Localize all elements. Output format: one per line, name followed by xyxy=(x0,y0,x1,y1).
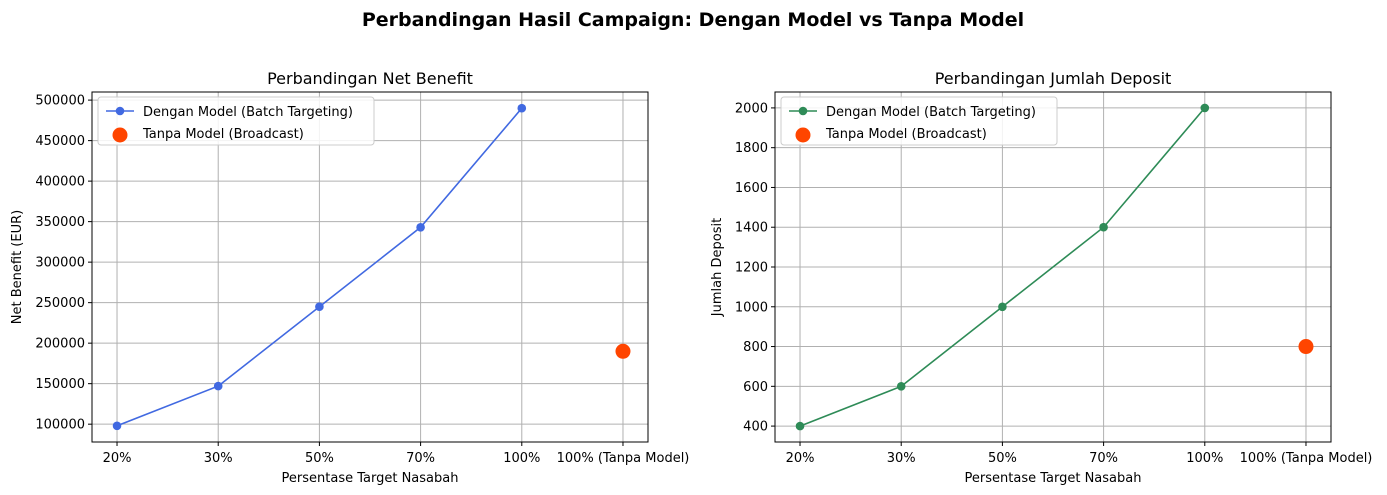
legend-entry: Tanpa Model (Broadcast) xyxy=(825,127,987,142)
x-tick-label: 50% xyxy=(988,451,1017,466)
y-tick-label: 2000 xyxy=(735,101,768,116)
x-tick-label: 20% xyxy=(103,451,132,466)
legend-marker xyxy=(798,106,808,116)
y-axis-label: Net Benefit (EUR) xyxy=(10,210,25,324)
data-point xyxy=(213,381,223,391)
scatter-point xyxy=(1298,339,1314,355)
data-point xyxy=(1099,222,1108,232)
x-tick-label: 30% xyxy=(887,451,916,466)
y-tick-label: 150000 xyxy=(35,377,85,392)
y-tick-label: 800 xyxy=(743,340,768,355)
legend: Dengan Model (Batch Targeting) Tanpa Mode… xyxy=(780,96,1058,146)
y-tick-label: 600 xyxy=(743,380,768,395)
x-tick-label: 100% (Tanpa Model) xyxy=(1240,451,1373,466)
y-tick-label: 100000 xyxy=(35,418,85,433)
data-point xyxy=(112,421,122,431)
x-tick-label: 50% xyxy=(305,451,334,466)
x-tick-label: 70% xyxy=(1089,451,1118,466)
data-point xyxy=(315,302,324,311)
legend-box xyxy=(97,96,375,146)
y-tick-label: 1800 xyxy=(735,141,768,156)
data-point xyxy=(795,421,805,431)
legend-marker xyxy=(795,127,811,143)
y-tick-label: 250000 xyxy=(35,296,85,311)
legend: Dengan Model (Batch Targeting) Tanpa Mode… xyxy=(97,96,375,146)
y-tick-label: 1200 xyxy=(735,261,768,276)
x-tick-label: 100% (Tanpa Model) xyxy=(557,451,690,466)
legend-marker xyxy=(115,106,125,116)
y-tick-label: 400 xyxy=(743,420,768,435)
y-tick-label: 350000 xyxy=(35,215,85,230)
x-tick-label: 30% xyxy=(204,451,233,466)
scatter-point xyxy=(615,343,631,359)
y-tick-label: 1600 xyxy=(735,181,768,196)
x-tick-label: 70% xyxy=(406,451,435,466)
legend-entry: Tanpa Model (Broadcast) xyxy=(142,127,304,142)
legend-box xyxy=(780,96,1058,146)
figure-suptitle: Perbandingan Hasil Campaign: Dengan Mode… xyxy=(362,9,1024,31)
y-axis-label: Jumlah Deposit xyxy=(710,218,725,317)
y-tick-label: 1400 xyxy=(735,221,768,236)
x-tick-label: 100% xyxy=(503,451,540,466)
x-tick-label: 20% xyxy=(786,451,815,466)
data-point xyxy=(896,382,906,391)
data-point xyxy=(416,223,425,232)
y-tick-label: 400000 xyxy=(35,175,85,190)
y-tick-label: 1000 xyxy=(735,300,768,315)
plot-frame xyxy=(91,91,649,443)
chart-net-benefit: 20% 30% 50% 70% 100% 100% (Tanpa Model) 100000… xyxy=(10,69,689,486)
x-axis-label: Persentase Target Nasabah xyxy=(282,471,459,486)
chart-title: Perbandingan Jumlah Deposit xyxy=(935,69,1172,88)
y-tick-label: 450000 xyxy=(35,134,85,149)
data-point xyxy=(517,103,527,113)
legend-marker xyxy=(112,127,128,143)
x-tick-label: 100% xyxy=(1186,451,1223,466)
data-point xyxy=(1200,103,1210,113)
legend-entry: Dengan Model (Batch Targeting) xyxy=(826,105,1036,120)
data-point xyxy=(998,302,1007,312)
y-tick-label: 500000 xyxy=(35,94,85,109)
y-tick-label: 200000 xyxy=(35,337,85,352)
legend-entry: Dengan Model (Batch Targeting) xyxy=(143,105,353,120)
y-tick-label: 300000 xyxy=(35,256,85,271)
chart-title: Perbandingan Net Benefit xyxy=(267,69,473,88)
x-axis-label: Persentase Target Nasabah xyxy=(965,471,1142,486)
chart-jumlah-deposit: 20% 30% 50% 70% 100% 100% (Tanpa Model) 400 600… xyxy=(710,69,1372,486)
